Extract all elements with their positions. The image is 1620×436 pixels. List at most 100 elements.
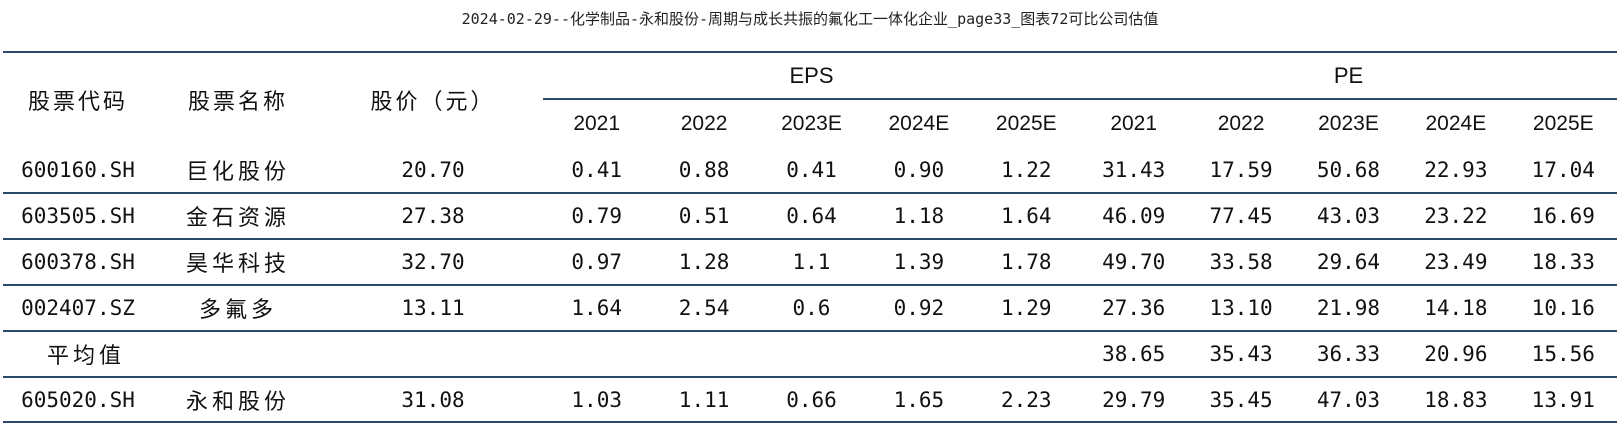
- stock-code: 603505.SH: [3, 193, 153, 240]
- stock-price: 32.70: [323, 239, 543, 286]
- empty-cell: [865, 331, 973, 378]
- eps-value: 0.6: [757, 285, 866, 332]
- stock-name: 昊华科技: [153, 239, 323, 286]
- pe-value: 17.59: [1187, 147, 1295, 194]
- page-title: 2024-02-29--化学制品-永和股份-周期与成长共振的氟化工一体化企业_p…: [461, 10, 1159, 28]
- header-row-years: 2021 2022 2023E 2024E 2025E 2021 2022 20…: [3, 99, 1617, 147]
- pe-value: 47.03: [1294, 377, 1403, 423]
- eps-value: 1.64: [972, 193, 1080, 240]
- average-pe-value: 38.65: [1080, 331, 1188, 378]
- pe-value: 43.03: [1294, 193, 1403, 240]
- header-eps-group: EPS: [543, 51, 1080, 100]
- pe-value: 18.33: [1509, 239, 1618, 286]
- eps-value: 1.03: [543, 377, 651, 423]
- header-price: 股价（元）: [323, 51, 543, 147]
- pe-value: 35.45: [1187, 377, 1295, 423]
- pe-value: 13.91: [1509, 377, 1618, 423]
- stock-price: 13.11: [323, 285, 543, 332]
- header-pe-year: 2025E: [1532, 111, 1594, 135]
- pe-value: 46.09: [1080, 193, 1188, 240]
- eps-value: 1.65: [865, 377, 973, 423]
- stock-price: 27.38: [323, 193, 543, 240]
- average-pe-value: 20.96: [1402, 331, 1510, 378]
- eps-value: 1.11: [650, 377, 758, 423]
- eps-value: 0.51: [650, 193, 758, 240]
- eps-value: 0.97: [543, 239, 651, 286]
- pe-value: 31.43: [1080, 147, 1188, 194]
- pe-value: 29.79: [1080, 377, 1188, 423]
- pe-value: 22.93: [1402, 147, 1510, 194]
- header-stock-code: 股票代码: [3, 51, 153, 147]
- empty-cell: [650, 331, 758, 378]
- pe-value: 29.64: [1294, 239, 1403, 286]
- eps-value: 1.78: [972, 239, 1080, 286]
- empty-cell: [972, 331, 1080, 378]
- pe-value: 14.18: [1402, 285, 1510, 332]
- average-pe-value: 15.56: [1509, 331, 1618, 378]
- eps-value: 1.29: [972, 285, 1080, 332]
- header-eps-year: 2025E: [995, 111, 1057, 135]
- average-pe-value: 35.43: [1187, 331, 1295, 378]
- stock-price: 31.08: [323, 377, 543, 423]
- pe-value: 17.04: [1509, 147, 1618, 194]
- pe-value: 16.69: [1509, 193, 1618, 240]
- header-pe-year: 2022: [1217, 111, 1265, 135]
- eps-value: 1.22: [972, 147, 1080, 194]
- stock-name: 巨化股份: [153, 147, 323, 194]
- eps-value: 0.92: [865, 285, 973, 332]
- eps-value: 0.41: [757, 147, 866, 194]
- eps-value: 2.54: [650, 285, 758, 332]
- stock-code: 600378.SH: [3, 239, 153, 286]
- header-eps-year: 2021: [573, 111, 621, 135]
- stock-code: 605020.SH: [3, 377, 153, 423]
- table-row: 002407.SZ 多氟多 13.11 1.64 2.54 0.6 0.92 1…: [3, 285, 1618, 332]
- stock-name: 金石资源: [153, 193, 323, 240]
- eps-value: 0.88: [650, 147, 758, 194]
- pe-value: 18.83: [1402, 377, 1510, 423]
- pe-value: 50.68: [1294, 147, 1403, 194]
- pe-value: 23.22: [1402, 193, 1510, 240]
- empty-cell: [543, 331, 651, 378]
- valuation-table: 股票代码 股票名称 股价（元） EPS PE 2021 2022 2023E 2…: [3, 51, 1618, 423]
- table-row: 600160.SH 巨化股份 20.70 0.41 0.88 0.41 0.90…: [3, 147, 1618, 194]
- pe-value: 23.49: [1402, 239, 1510, 286]
- stock-name: 永和股份: [153, 377, 323, 423]
- eps-value: 2.23: [972, 377, 1080, 423]
- header-pe-year: 2021: [1110, 111, 1158, 135]
- header-row-group: 股票代码 股票名称 股价（元） EPS PE: [3, 51, 1618, 147]
- header-eps-year: 2022: [680, 111, 728, 135]
- eps-value: 1.18: [865, 193, 973, 240]
- eps-value: 1.28: [650, 239, 758, 286]
- eps-value: 1.1: [757, 239, 866, 286]
- eps-value: 0.66: [757, 377, 866, 423]
- average-row: 平均值 38.65 35.43 36.33 20.96 15.56: [3, 331, 1618, 378]
- header-pe-group: PE: [1080, 51, 1618, 100]
- eps-value: 0.79: [543, 193, 651, 240]
- eps-value: 0.64: [757, 193, 866, 240]
- pe-value: 10.16: [1509, 285, 1618, 332]
- table-row: 603505.SH 金石资源 27.38 0.79 0.51 0.64 1.18…: [3, 193, 1618, 240]
- pe-value: 33.58: [1187, 239, 1295, 286]
- pe-value: 13.10: [1187, 285, 1295, 332]
- header-pe-year: 2024E: [1425, 111, 1487, 135]
- stock-name: 多氟多: [153, 285, 323, 332]
- pe-value: 21.98: [1294, 285, 1403, 332]
- average-label: 平均值: [3, 331, 543, 378]
- stock-code: 600160.SH: [3, 147, 153, 194]
- eps-value: 0.90: [865, 147, 973, 194]
- eps-value: 1.64: [543, 285, 651, 332]
- stock-code: 002407.SZ: [3, 285, 153, 332]
- subject-company-row: 605020.SH 永和股份 31.08 1.03 1.11 0.66 1.65…: [3, 377, 1618, 423]
- empty-cell: [757, 331, 866, 378]
- pe-value: 27.36: [1080, 285, 1188, 332]
- pe-value: 77.45: [1187, 193, 1295, 240]
- eps-value: 1.39: [865, 239, 973, 286]
- header-stock-name: 股票名称: [153, 51, 323, 147]
- header-eps-year: 2024E: [888, 111, 950, 135]
- stock-price: 20.70: [323, 147, 543, 194]
- average-pe-value: 36.33: [1294, 331, 1403, 378]
- eps-value: 0.41: [543, 147, 651, 194]
- pe-value: 49.70: [1080, 239, 1188, 286]
- table-row: 600378.SH 昊华科技 32.70 0.97 1.28 1.1 1.39 …: [3, 239, 1618, 286]
- header-pe-year: 2023E: [1318, 111, 1379, 135]
